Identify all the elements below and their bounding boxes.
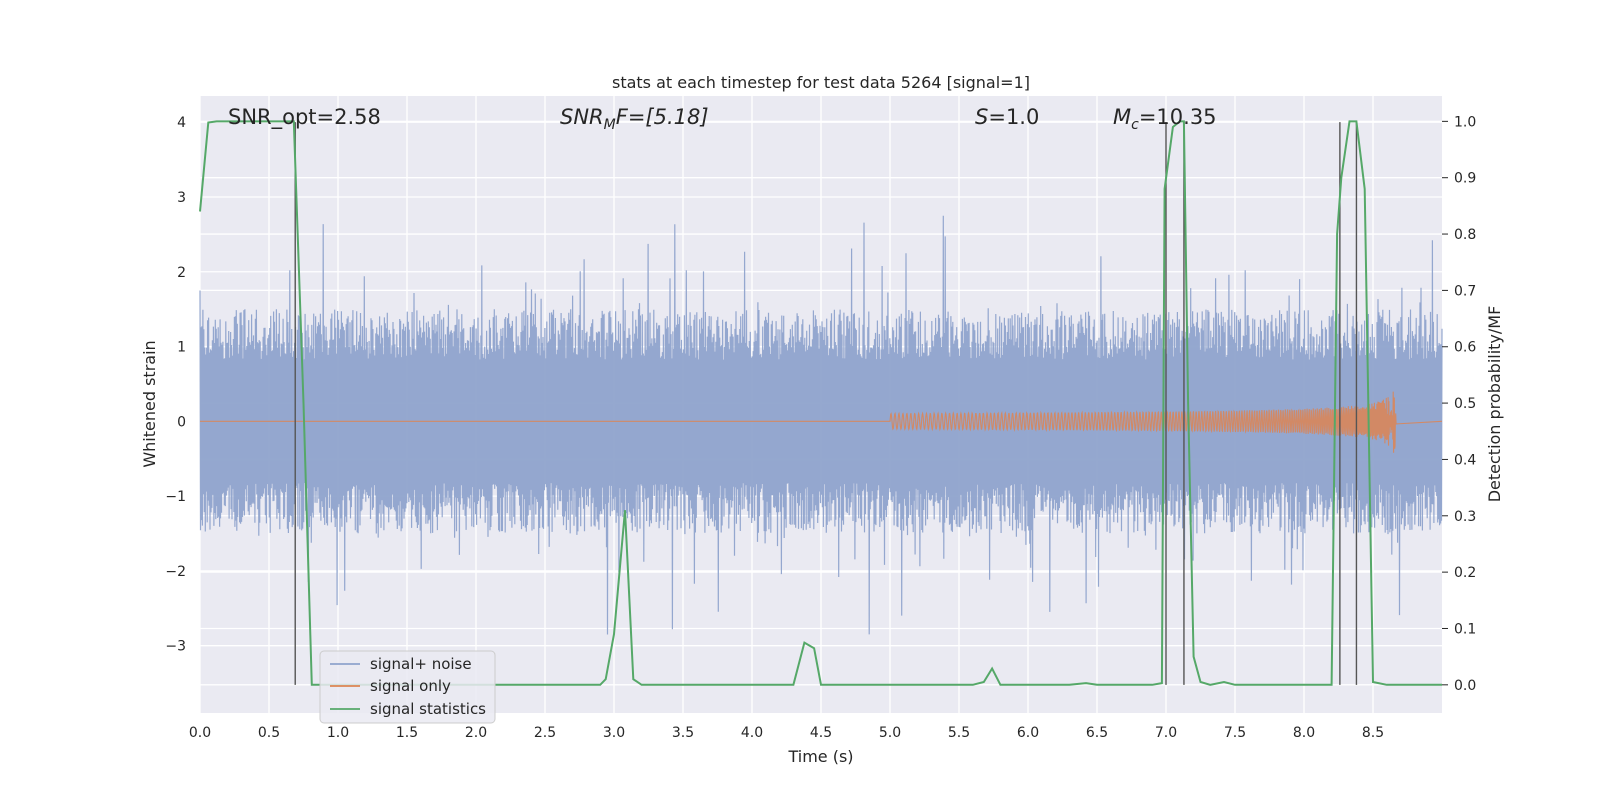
- x-tick-label: 1.5: [396, 725, 418, 741]
- signal-only-series: [200, 391, 1443, 453]
- y-axis-right-title: Detection probability/MF: [1485, 306, 1504, 503]
- x-tick-label: 2.0: [465, 725, 487, 741]
- x-tick-label: 6.5: [1086, 725, 1108, 741]
- signal-statistics-series: [199, 120, 1442, 686]
- y-tick-left-label: −2: [165, 564, 186, 580]
- y-tick-right-label: 1.0: [1454, 114, 1476, 130]
- annotation-snr-opt: SNR_opt=2.58: [228, 105, 381, 130]
- x-tick-label: 2.5: [534, 725, 556, 741]
- chart-title: stats at each timestep for test data 526…: [612, 73, 1030, 92]
- x-tick-label: 4.5: [810, 725, 832, 741]
- x-tick-label: 5.0: [879, 725, 901, 741]
- y-tick-right-label: 0.6: [1454, 340, 1476, 356]
- y-tick-right-label: 0.9: [1454, 171, 1476, 187]
- x-tick-label: 7.5: [1224, 725, 1246, 741]
- legend-label-signal-noise: signal+ noise: [370, 655, 472, 673]
- x-tick-label: 3.5: [672, 725, 694, 741]
- annotation-snr-mf-rest: F=[5.18]: [616, 105, 709, 129]
- x-axis-ticks: 0.0 0.5 1.0 1.5 2.0 2.5 3.0 3.5 4.0 4.5 5.0 5.5 6.0 6…: [189, 725, 1384, 741]
- legend-box: [319, 650, 496, 724]
- annotation-snr-mf-sub: M: [604, 117, 616, 133]
- y-axis-left-title: Whitened strain: [140, 340, 159, 467]
- y-tick-left-label: −3: [165, 639, 186, 655]
- legend: signal+ noise signal only signal statist…: [319, 650, 496, 724]
- y-tick-left-label: 2: [177, 265, 186, 281]
- x-tick-label: 8.0: [1293, 725, 1315, 741]
- legend-label-signal-only: signal only: [370, 677, 451, 695]
- y-tick-left-label: 4: [177, 115, 186, 131]
- annotation-snr-mf-base: SNR: [560, 105, 604, 129]
- y-tick-left-label: 1: [177, 340, 186, 356]
- y-tick-right-label: 0.1: [1454, 621, 1476, 637]
- annotation-s: S=1.0: [975, 105, 1039, 129]
- x-tick-label: 3.0: [603, 725, 625, 741]
- y-tick-right-label: 0.4: [1454, 452, 1476, 468]
- x-tick-label: 7.0: [1155, 725, 1177, 741]
- x-tick-label: 5.5: [948, 725, 970, 741]
- annotation-snr-mf: SNRMF=[5.18]: [560, 105, 709, 133]
- y-tick-left-label: 0: [177, 414, 186, 430]
- x-tick-label: 0.0: [189, 725, 211, 741]
- vertical-markers: [294, 122, 1358, 685]
- annotation-mc-base: M: [1113, 105, 1131, 129]
- signal-only-line: [200, 391, 1443, 453]
- x-tick-label: 8.5: [1362, 725, 1384, 741]
- signal-statistics-line: [199, 120, 1442, 686]
- annotation-s-italic: S: [975, 105, 988, 129]
- y-tick-right-label: 0.3: [1454, 509, 1476, 525]
- annotation-mc-value: =10.35: [1139, 105, 1217, 129]
- annotation-s-value: =1.0: [988, 105, 1039, 129]
- annotation-mc-sub: c: [1131, 117, 1139, 133]
- y-axis-left-ticks: 4 3 2 1 0 −1 −2 −3: [165, 115, 186, 655]
- y-tick-right-label: 0.0: [1454, 678, 1476, 694]
- x-tick-label: 4.0: [741, 725, 763, 741]
- x-tick-label: 6.0: [1017, 725, 1039, 741]
- y-tick-right-label: 0.7: [1454, 283, 1476, 299]
- y-axis-right-ticks: 1.0 0.9 0.8 0.7 0.6 0.5 0.4 0.3 0.2 0.1 0.0: [1442, 114, 1476, 694]
- y-tick-left-label: −1: [165, 489, 186, 505]
- y-tick-right-label: 0.5: [1454, 396, 1476, 412]
- signal-noise-line: [199, 215, 1443, 635]
- legend-label-signal-statistics: signal statistics: [370, 700, 486, 718]
- x-axis-title: Time (s): [787, 747, 853, 766]
- y-tick-right-label: 0.8: [1454, 227, 1476, 243]
- x-tick-label: 0.5: [258, 725, 280, 741]
- y-tick-left-label: 3: [177, 190, 186, 206]
- signal-noise-series: [199, 215, 1443, 635]
- y-tick-right-label: 0.2: [1454, 565, 1476, 581]
- x-tick-label: 1.0: [327, 725, 349, 741]
- annotation-mc: Mc=10.35: [1113, 105, 1217, 133]
